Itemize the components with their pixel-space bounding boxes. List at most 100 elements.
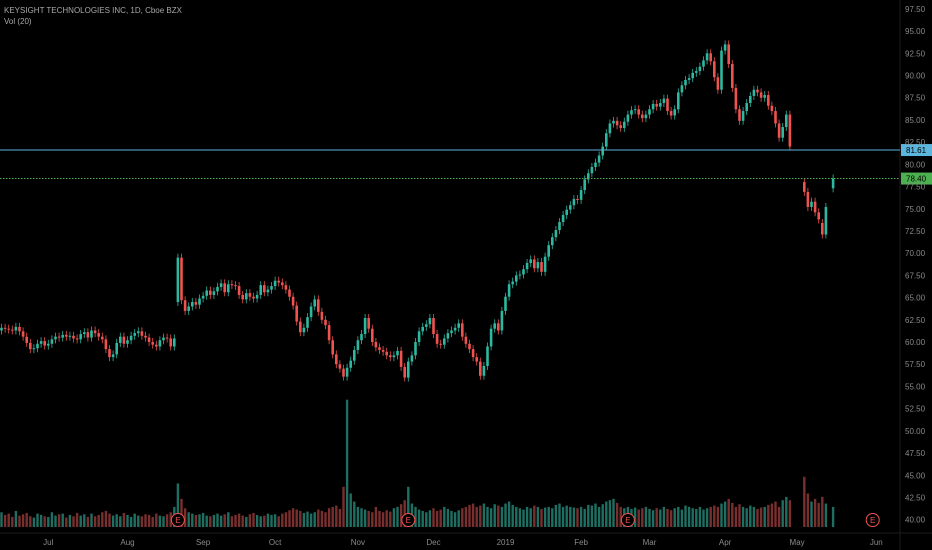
- volume-bar: [353, 501, 356, 527]
- candle-body: [133, 333, 136, 336]
- volume-bar: [709, 506, 712, 527]
- time-axis[interactable]: Jul Aug Sep Oct Nov Dec 2019 Feb Mar Apr May Jun: [43, 538, 883, 547]
- volume-bar: [50, 512, 54, 527]
- time-tick-label: Aug: [120, 538, 134, 547]
- volume-bar: [165, 514, 169, 527]
- time-tick-label: Sep: [196, 538, 211, 547]
- volume-bar: [237, 513, 241, 527]
- volume-bar: [558, 503, 561, 527]
- candle-body: [47, 343, 50, 346]
- price-axis[interactable]: 40.00 42.50 45.00 47.50 50.00 52.50 55.00 57.50…: [905, 5, 926, 525]
- volume-bar: [619, 506, 622, 527]
- candle-body: [677, 92, 680, 110]
- volume-bar: [605, 501, 608, 527]
- volume-bar: [691, 508, 694, 527]
- price-lines: 81.61 78.40: [0, 144, 932, 185]
- volume-bar: [151, 516, 154, 527]
- volume-bar: [759, 507, 763, 527]
- volume-bar: [219, 515, 223, 527]
- volume-bar: [533, 505, 536, 527]
- candle-body: [144, 335, 147, 338]
- candle-body: [191, 302, 194, 307]
- candle-body: [151, 342, 154, 345]
- candle-body: [83, 332, 86, 335]
- volume-bar: [194, 514, 198, 527]
- volume-bar: [119, 516, 122, 527]
- candle-body: [651, 103, 655, 110]
- candle-body: [295, 305, 298, 322]
- volume-bar: [299, 510, 302, 527]
- volume-bar: [97, 514, 100, 527]
- candle-body: [331, 340, 334, 355]
- candle-body: [619, 125, 622, 128]
- candle-body: [767, 95, 770, 106]
- candle-body: [403, 366, 406, 378]
- earnings-marker-circle: [401, 513, 416, 527]
- volume-bar: [489, 508, 493, 527]
- volume-bar: [680, 509, 684, 527]
- candle-body: [281, 282, 284, 286]
- volume-bar: [374, 506, 378, 527]
- candle-body: [540, 262, 543, 272]
- volume-bar: [439, 509, 442, 527]
- volume-bar: [590, 505, 594, 527]
- volume-bar: [180, 498, 183, 527]
- volume-indicator-label[interactable]: Vol (20): [4, 17, 32, 26]
- candle-body: [140, 331, 144, 336]
- candle-body: [435, 334, 439, 344]
- candle-body: [428, 318, 432, 325]
- candle-body: [50, 339, 54, 344]
- volume-bar: [608, 500, 612, 527]
- volume-bar: [673, 508, 676, 527]
- volume-bar: [551, 508, 554, 527]
- candle-body: [641, 114, 644, 119]
- volume-bar: [288, 510, 291, 527]
- candle-body: [785, 114, 788, 128]
- volume-bar: [421, 510, 424, 527]
- candle-body: [630, 110, 633, 115]
- volume-bar: [702, 509, 705, 527]
- volume-bar: [432, 508, 435, 527]
- volume-bar: [414, 506, 417, 527]
- candle-body: [511, 281, 514, 285]
- volume-bar: [749, 505, 752, 527]
- volume-bar: [183, 508, 187, 527]
- volume-bar: [461, 508, 464, 527]
- candle-body: [475, 357, 478, 362]
- candle-body: [342, 368, 345, 377]
- candle-body: [273, 280, 277, 287]
- candle-body: [25, 336, 28, 343]
- candle-body: [533, 259, 536, 269]
- earnings-marker[interactable]: E: [170, 513, 185, 527]
- price-tick-label: 65.00: [905, 294, 926, 303]
- volume-bar: [695, 508, 698, 527]
- volume-bar: [111, 515, 115, 527]
- candle-body: [565, 209, 568, 215]
- candle-body: [583, 179, 586, 191]
- symbol-title[interactable]: KEYSIGHT TECHNOLOGIES INC, 1D, Cboe BZX: [4, 6, 182, 15]
- candle-body: [504, 296, 507, 311]
- volume-bar: [824, 503, 828, 527]
- volume-bar: [187, 512, 190, 527]
- candle-body: [183, 300, 187, 311]
- volume-bar: [155, 513, 158, 527]
- earnings-marker[interactable]: E: [620, 513, 635, 527]
- earnings-marker[interactable]: E: [865, 513, 880, 527]
- candle-body: [605, 133, 608, 147]
- candle-body: [345, 367, 349, 377]
- earnings-marker[interactable]: E: [401, 513, 416, 527]
- candle-body: [90, 330, 93, 338]
- volume-bar: [234, 514, 237, 527]
- candle-body: [324, 319, 327, 326]
- candle-body: [626, 114, 630, 122]
- price-tick-label: 90.00: [905, 72, 926, 81]
- candle-body: [356, 340, 360, 351]
- volume-bar: [162, 516, 165, 527]
- volume-bar: [0, 512, 3, 527]
- volume-bar: [345, 399, 349, 527]
- earnings-marker-label: E: [175, 516, 180, 525]
- volume-bar: [522, 509, 525, 527]
- volume-bar: [666, 508, 669, 527]
- volume-bar: [57, 514, 61, 527]
